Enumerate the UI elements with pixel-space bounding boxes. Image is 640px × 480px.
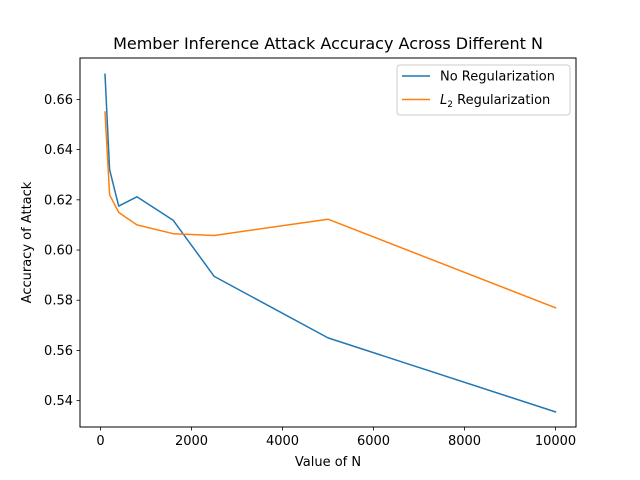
y-axis-label: Accuracy of Attack [20,181,35,303]
series-line-1 [104,73,557,413]
y-tick-label: 0.58 [44,294,73,309]
legend-label-1: No Regularization [440,70,555,85]
legend-label-2: L2 Regularization [440,93,550,110]
y-tick-label: 0.54 [44,394,73,409]
series-lines [104,73,557,413]
series-line-2 [104,111,557,309]
plot-frame [79,57,577,428]
x-tick-label: 10000 [535,434,576,449]
y-tick-label: 0.64 [44,143,73,158]
x-tick-label: 4000 [266,434,299,449]
y-tick-label: 0.60 [44,244,73,259]
x-ticks: 0 2000 4000 6000 8000 10000 [96,427,576,449]
legend: No Regularization L2 Regularization [396,64,571,116]
plot-area [80,58,576,427]
legend-box [396,64,571,116]
x-axis-label: Value of N [295,455,361,470]
y-tick-label: 0.66 [44,93,73,108]
x-tick-label: 8000 [448,434,481,449]
chart-title: Member Inference Attack Accuracy Across … [113,34,543,53]
x-tick-label: 6000 [357,434,390,449]
y-ticks: 0.54 0.56 0.58 0.60 0.62 0.64 0.66 [44,93,80,409]
x-tick-label: 0 [96,434,104,449]
x-tick-label: 2000 [175,434,208,449]
y-tick-label: 0.62 [44,193,73,208]
y-tick-label: 0.56 [44,344,73,359]
